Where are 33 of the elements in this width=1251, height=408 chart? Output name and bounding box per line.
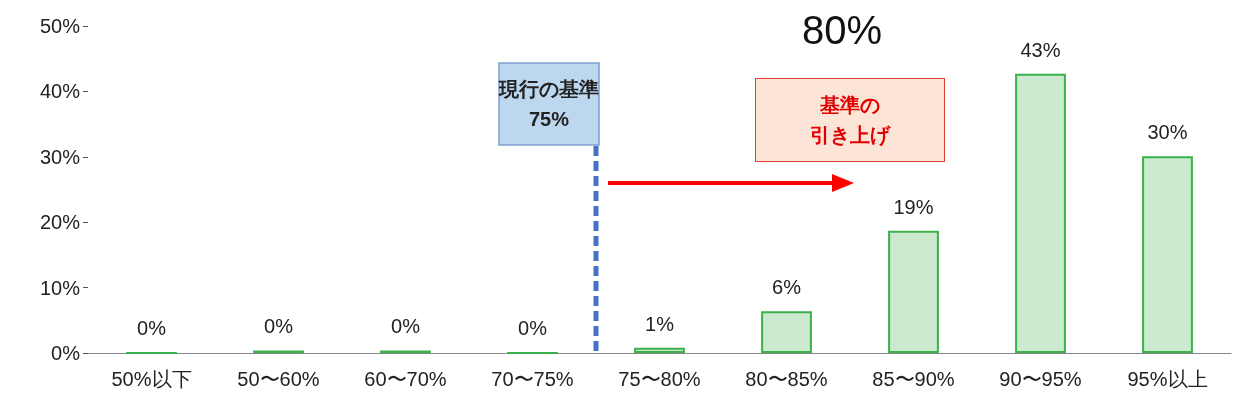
- annotation: 80%: [801, 8, 883, 52]
- data-label: 6%: [772, 276, 802, 299]
- data-label: 19%: [893, 195, 934, 218]
- ref-line-label: 現行の基準 75%: [498, 78, 599, 130]
- bar: [634, 347, 685, 353]
- x-tick-label: 75〜80%: [618, 368, 701, 390]
- y-tick-label: 10%: [39, 276, 81, 299]
- x-tick-label: 60〜70%: [364, 368, 447, 390]
- y-tick-label: 20%: [39, 211, 81, 234]
- data-label: 0%: [391, 315, 421, 338]
- data-label: 0%: [137, 317, 167, 339]
- bar: [888, 230, 939, 353]
- data-label: 1%: [645, 312, 675, 335]
- y-tick-label: 50%: [39, 15, 81, 37]
- bar: [1142, 156, 1193, 353]
- annotation: 基準の引き上げ: [810, 93, 890, 148]
- x-tick-label: 90〜95%: [999, 368, 1082, 390]
- x-tick-label: 50〜60%: [237, 368, 320, 390]
- bar: [1015, 73, 1066, 353]
- x-tick-label: 85〜90%: [872, 368, 955, 390]
- data-label: 43%: [1020, 38, 1061, 61]
- y-tick-label: 40%: [39, 80, 81, 103]
- y-tick-label: 30%: [39, 145, 81, 168]
- x-tick-label: 95%以上: [1127, 368, 1208, 390]
- x-tick-label: 70〜75%: [491, 368, 574, 390]
- y-tick-label: 0%: [51, 342, 81, 364]
- data-label: 0%: [518, 317, 548, 339]
- x-tick-label: 80〜85%: [745, 368, 828, 390]
- bar: [761, 311, 812, 353]
- x-tick-label: 50%以下: [111, 368, 192, 390]
- callout-box: 基準の引き上げ: [755, 78, 945, 162]
- data-label: 0%: [264, 315, 294, 338]
- data-label: 30%: [1147, 121, 1188, 144]
